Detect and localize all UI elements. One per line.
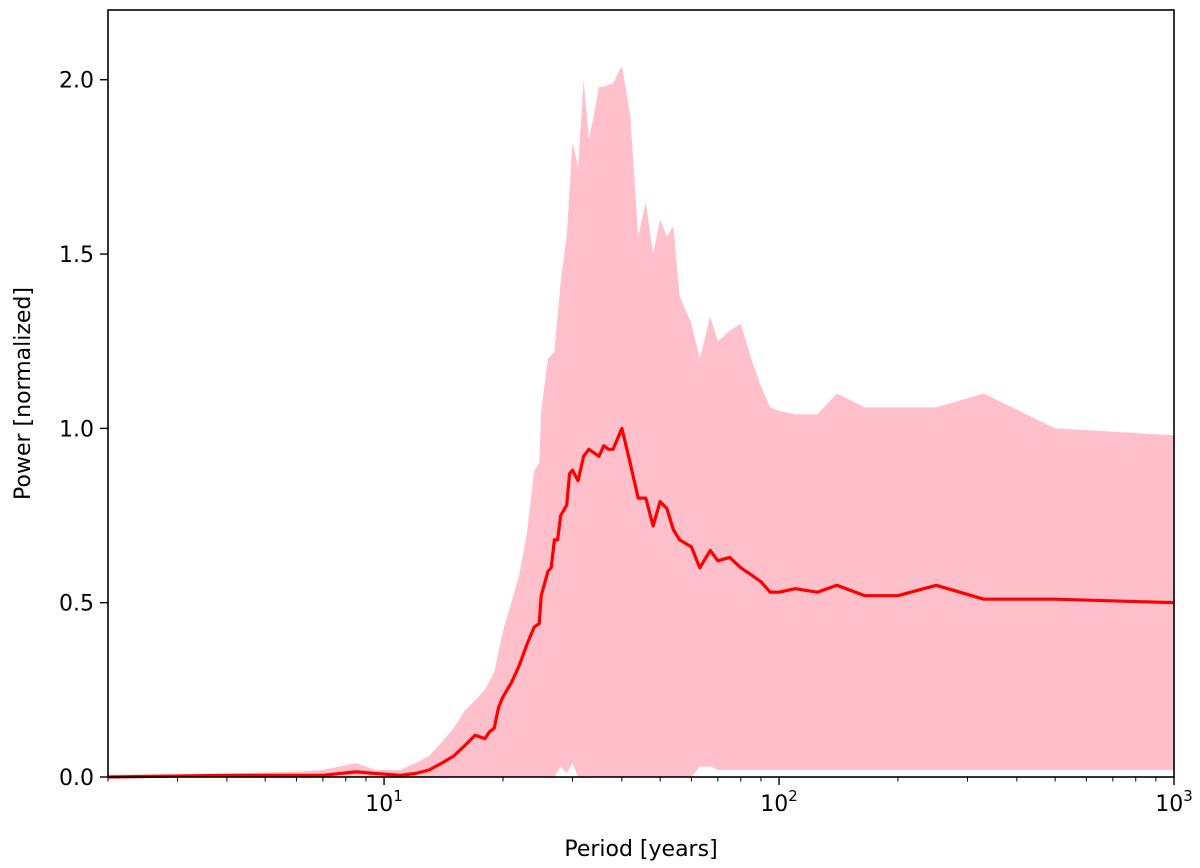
uncertainty-band — [108, 65, 1174, 778]
x-tick-label: 103 — [1155, 787, 1193, 817]
y-axis-label: Power [normalized] — [11, 287, 36, 500]
y-tick-label: 1.5 — [59, 243, 94, 268]
x-tick-label: 101 — [365, 787, 403, 817]
y-tick-label: 0.0 — [59, 766, 94, 791]
plot-area — [107, 65, 1175, 779]
power-line — [107, 426, 1175, 779]
y-tick-label: 1.0 — [59, 417, 94, 442]
x-tick-label: 102 — [760, 787, 798, 817]
x-axis-label: Period [years] — [564, 837, 717, 862]
y-tick-label: 2.0 — [59, 69, 94, 94]
plot-frame — [107, 9, 1175, 778]
ticks: 101 102 103 0.0 0.5 1.0 1.5 2.0 — [59, 69, 1193, 817]
y-tick-label: 0.5 — [59, 592, 94, 617]
